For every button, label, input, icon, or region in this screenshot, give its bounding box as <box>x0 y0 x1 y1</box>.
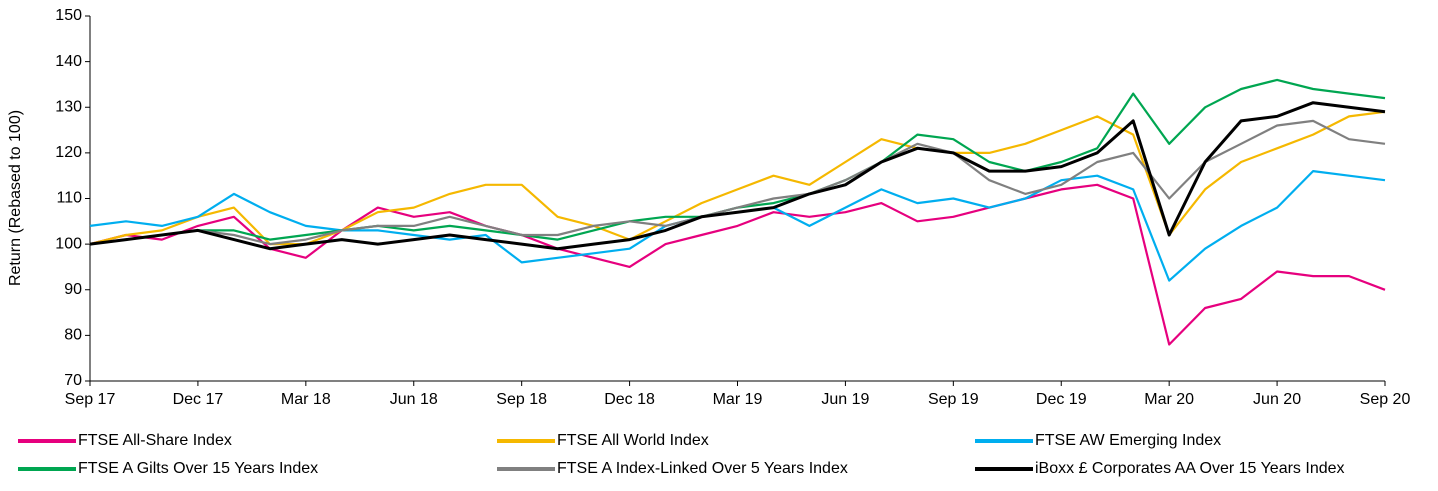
y-tick-label: 130 <box>55 98 82 115</box>
legend-label: FTSE All World Index <box>557 432 709 449</box>
y-tick-label: 120 <box>55 144 82 161</box>
series-line <box>89 119 1386 246</box>
y-tick-label: 100 <box>55 235 82 252</box>
legend-label: iBoxx £ Corporates AA Over 15 Years Inde… <box>1035 460 1345 477</box>
legend-label: FTSE AW Emerging Index <box>1035 432 1221 449</box>
x-tick-label: Dec 17 <box>173 391 224 408</box>
x-tick-label: Mar 20 <box>1144 391 1194 408</box>
x-tick-label: Sep 18 <box>496 391 547 408</box>
legend-label: FTSE A Gilts Over 15 Years Index <box>78 460 318 477</box>
x-tick-label: Jun 19 <box>821 391 869 408</box>
x-tick-label: Dec 18 <box>604 391 655 408</box>
x-tick-label: Sep 20 <box>1360 391 1411 408</box>
series-line <box>89 78 1386 246</box>
series-line <box>89 183 1386 346</box>
y-tick-label: 110 <box>56 190 82 207</box>
series-line <box>89 101 1386 251</box>
y-tick-label: 140 <box>55 53 82 70</box>
x-tick-label: Sep 17 <box>65 391 116 408</box>
y-tick-label: 80 <box>64 327 82 344</box>
y-tick-label: 150 <box>55 7 82 24</box>
x-tick-label: Mar 19 <box>713 391 763 408</box>
legend-label: FTSE A Index-Linked Over 5 Years Index <box>557 460 848 477</box>
x-tick-label: Sep 19 <box>928 391 979 408</box>
legend-label: FTSE All-Share Index <box>78 432 232 449</box>
x-tick-label: Dec 19 <box>1036 391 1087 408</box>
x-tick-label: Jun 20 <box>1253 391 1301 408</box>
y-tick-label: 70 <box>64 372 82 389</box>
x-tick-label: Jun 18 <box>390 391 438 408</box>
y-axis-label: Return (Rebased to 100) <box>7 110 24 286</box>
y-tick-label: 90 <box>64 281 82 298</box>
x-tick-label: Mar 18 <box>281 391 331 408</box>
